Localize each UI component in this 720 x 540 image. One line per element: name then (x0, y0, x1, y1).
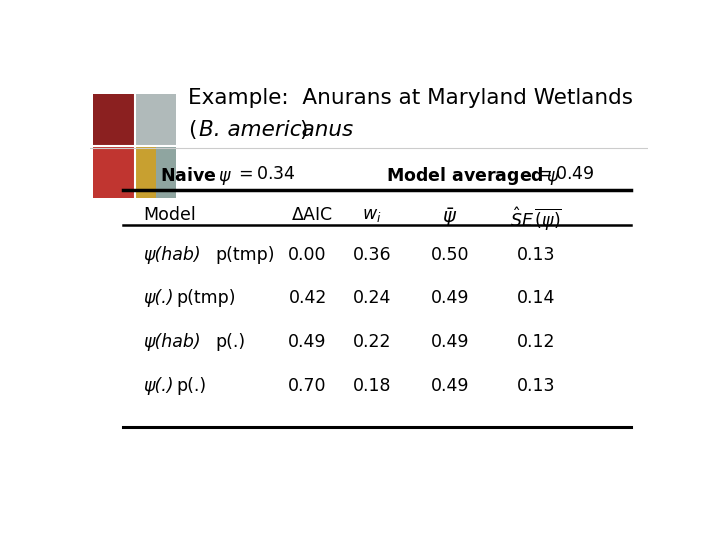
Text: p(tmp): p(tmp) (176, 289, 236, 307)
Text: ψ(hab): ψ(hab) (143, 333, 201, 351)
Text: $w_i$: $w_i$ (362, 206, 382, 224)
Text: 0.14: 0.14 (517, 289, 556, 307)
FancyBboxPatch shape (135, 146, 156, 198)
Text: 0.24: 0.24 (353, 289, 391, 307)
Text: 0.12: 0.12 (517, 333, 556, 351)
Text: $\hat{S}E\,\overline{(\psi)}$: $\hat{S}E\,\overline{(\psi)}$ (510, 206, 562, 233)
FancyBboxPatch shape (135, 94, 176, 146)
Text: 0.50: 0.50 (431, 246, 469, 264)
FancyBboxPatch shape (156, 146, 176, 198)
Text: 0.22: 0.22 (353, 333, 391, 351)
Text: Model: Model (143, 206, 196, 224)
Text: ψ(hab): ψ(hab) (143, 246, 201, 264)
Text: 0.13: 0.13 (517, 246, 556, 264)
Text: 0.42: 0.42 (289, 289, 327, 307)
Text: Example:  Anurans at Maryland Wetlands: Example: Anurans at Maryland Wetlands (188, 87, 633, 107)
Text: Model averaged$\,\psi$: Model averaged$\,\psi$ (386, 165, 559, 187)
Text: 0.00: 0.00 (289, 246, 327, 264)
Text: 0.49: 0.49 (431, 377, 469, 395)
Text: (: ( (188, 120, 196, 140)
Text: $\Delta$AIC: $\Delta$AIC (291, 206, 333, 224)
Text: ψ(.): ψ(.) (143, 377, 174, 395)
Text: B. americanus: B. americanus (199, 120, 354, 140)
Text: 0.36: 0.36 (353, 246, 391, 264)
Text: 0.49: 0.49 (431, 333, 469, 351)
Text: $= 0.34$: $= 0.34$ (235, 165, 296, 184)
Text: $\bar{\psi}$: $\bar{\psi}$ (442, 206, 457, 229)
Text: p(.): p(.) (176, 377, 207, 395)
Text: ): ) (300, 120, 307, 140)
Text: p(.): p(.) (215, 333, 246, 351)
Text: 0.13: 0.13 (517, 377, 556, 395)
Text: $= 0.49$: $= 0.49$ (534, 165, 595, 184)
FancyBboxPatch shape (93, 94, 135, 146)
Text: p(tmp): p(tmp) (215, 246, 275, 264)
Text: Naive$\,\psi$: Naive$\,\psi$ (160, 165, 232, 187)
Text: 0.18: 0.18 (353, 377, 391, 395)
Text: 0.49: 0.49 (431, 289, 469, 307)
Text: 0.49: 0.49 (289, 333, 327, 351)
FancyBboxPatch shape (93, 146, 135, 198)
Text: 0.70: 0.70 (289, 377, 327, 395)
Text: ψ(.): ψ(.) (143, 289, 174, 307)
